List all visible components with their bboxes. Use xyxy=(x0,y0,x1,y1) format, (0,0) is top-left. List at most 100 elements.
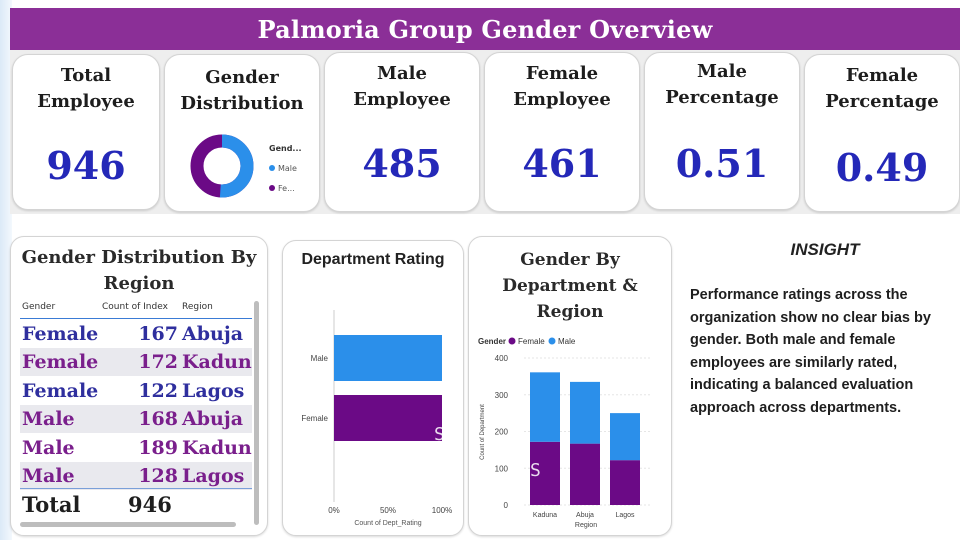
table-row[interactable]: Male 168 Abuja xyxy=(20,405,252,434)
y-tick-label: 400 xyxy=(495,354,509,363)
table-row[interactable]: Male 189Kaduna xyxy=(20,434,252,462)
bar-male-kaduna xyxy=(530,372,560,442)
x-axis-title: Count of Dept_Rating xyxy=(354,520,421,527)
title-banner: Palmoria Group Gender Overview xyxy=(10,8,960,50)
table-header-count[interactable]: Count of Index xyxy=(102,302,168,312)
cell-gender: Female xyxy=(22,323,99,345)
overlay-text-2: S xyxy=(530,460,541,481)
cell-count: 167 xyxy=(138,323,178,345)
cell-region: Abuja xyxy=(182,323,244,345)
y-tick-label: 100 xyxy=(495,464,509,473)
male-dot-icon xyxy=(269,165,275,171)
table-scrollbar[interactable] xyxy=(254,301,259,525)
gender-distribution-card[interactable]: Gender Distribution Gend... Male Fe... xyxy=(164,54,320,212)
category-label: Male xyxy=(311,354,329,363)
cell-region: Kaduna xyxy=(182,436,252,459)
cell-gender: Female xyxy=(22,379,99,402)
cell-gender: Male xyxy=(22,436,75,459)
male-employee-value: 485 xyxy=(362,141,442,186)
department-rating-chart[interactable]: Male Female 0% 50% 100% Count of Dept_Rating xyxy=(282,240,464,536)
donut-legend-item-male: Male xyxy=(269,159,302,179)
cell-region: Abuja xyxy=(182,408,244,431)
bar-male xyxy=(334,335,442,381)
female-employee-label: Female Employee xyxy=(513,63,611,110)
female-percentage-card[interactable]: Female Percentage 0.49 xyxy=(804,54,960,212)
bar-female-lagos xyxy=(610,460,640,505)
cell-count: 168 xyxy=(138,408,178,431)
y-tick-label: 200 xyxy=(495,428,509,437)
legend-female-icon xyxy=(508,337,516,345)
table-header-gender[interactable]: Gender xyxy=(22,302,56,312)
gender-dept-region-chart[interactable]: Gender Female Male 0 100 200 300 400 Count of De… xyxy=(468,236,672,536)
table-total-rule xyxy=(20,488,252,489)
gender-dept-region-title: Gender By Department & Region xyxy=(502,250,638,322)
overlay-text-1: S xyxy=(434,424,445,445)
category-label: Abuja xyxy=(576,512,594,519)
female-employee-value: 461 xyxy=(522,141,602,186)
table-total-value: 946 xyxy=(128,492,172,517)
bar-female-kaduna xyxy=(530,441,560,505)
legend-label: Male xyxy=(558,337,576,346)
table-header-region[interactable]: Region xyxy=(182,302,213,312)
gender-donut-chart[interactable] xyxy=(189,133,255,199)
table-total-label: Total xyxy=(22,492,81,517)
insight-title: INSIGHT xyxy=(790,240,860,259)
department-rating-card: Department Rating xyxy=(282,240,464,536)
total-employee-value: 946 xyxy=(46,143,126,188)
x-axis-title: Region xyxy=(575,522,597,529)
bar-female xyxy=(334,395,442,441)
category-label: Lagos xyxy=(615,512,635,519)
donut-legend-label-female: Fe... xyxy=(278,184,295,193)
bar-male-lagos xyxy=(610,413,640,461)
table-header-rule xyxy=(20,318,252,319)
bar-female-abuja xyxy=(570,443,600,505)
page-title: Palmoria Group Gender Overview xyxy=(257,14,713,44)
y-tick-label: 0 xyxy=(504,501,509,510)
table-total-row: Total 946 xyxy=(20,492,252,520)
donut-legend-title: Gend... xyxy=(269,144,302,153)
donut-legend-label-male: Male xyxy=(278,164,297,173)
table-row[interactable]: Female 122 Lagos xyxy=(20,377,252,405)
cell-region: Lagos xyxy=(182,379,245,402)
gender-distribution-label: Gender Distribution xyxy=(180,67,304,114)
insight-text: Performance ratings across the organizat… xyxy=(690,287,931,416)
region-table-title: Gender Distribution By Region xyxy=(21,247,257,294)
cell-gender: Female xyxy=(22,351,99,374)
donut-legend-item-female: Fe... xyxy=(269,179,302,199)
male-percentage-card[interactable]: Male Percentage 0.51 xyxy=(644,52,800,210)
category-label: Kaduna xyxy=(533,512,557,519)
male-percentage-value: 0.51 xyxy=(675,141,769,186)
cell-region: Kaduna xyxy=(182,351,252,374)
male-employee-label: Male Employee xyxy=(353,63,451,110)
cell-count: 172 xyxy=(138,351,178,374)
left-edge-gradient xyxy=(0,0,12,540)
y-tick-label: 300 xyxy=(495,391,509,400)
y-axis-title: Count of Department xyxy=(480,404,486,460)
female-percentage-label: Female Percentage xyxy=(825,65,939,112)
donut-male-slice[interactable] xyxy=(190,134,254,198)
total-employee-label: Total Employee xyxy=(37,65,135,112)
legend-male-icon xyxy=(548,337,556,345)
donut-legend: Gend... Male Fe... xyxy=(269,139,302,199)
bar-male-abuja xyxy=(570,381,600,444)
male-employee-card[interactable]: Male Employee 485 xyxy=(324,52,480,212)
female-employee-card[interactable]: Female Employee 461 xyxy=(484,52,640,212)
male-percentage-label: Male Percentage xyxy=(665,61,779,108)
category-label: Female xyxy=(301,414,328,423)
legend-title: Gender xyxy=(478,337,506,346)
total-employee-card[interactable]: Total Employee 946 xyxy=(12,54,160,210)
x-tick-label: 50% xyxy=(380,506,396,515)
table-row[interactable]: Female 167 Abuja xyxy=(20,320,252,348)
x-tick-label: 100% xyxy=(432,506,452,515)
x-tick-label: 0% xyxy=(328,506,340,515)
legend-label: Female xyxy=(518,337,545,346)
table-horizontal-scrollbar[interactable] xyxy=(20,522,236,527)
female-percentage-value: 0.49 xyxy=(835,145,929,190)
cell-region: Lagos xyxy=(182,465,245,487)
female-dot-icon xyxy=(269,185,275,191)
cell-gender: Male xyxy=(22,465,75,487)
table-row[interactable]: Male 128 Lagos xyxy=(20,462,252,490)
cell-count: 122 xyxy=(138,379,178,402)
cell-count: 189 xyxy=(138,436,178,459)
table-row[interactable]: Female 172Kaduna xyxy=(20,348,252,377)
